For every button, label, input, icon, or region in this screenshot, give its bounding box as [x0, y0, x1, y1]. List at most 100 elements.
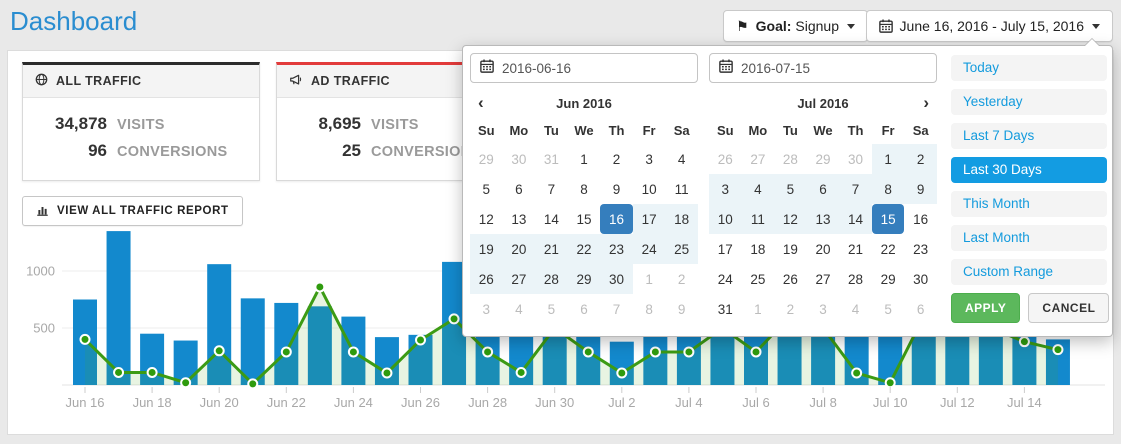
- calendar-day[interactable]: 2: [904, 144, 937, 174]
- calendar-day[interactable]: 26: [470, 264, 503, 294]
- calendar-day[interactable]: 27: [502, 264, 536, 294]
- range-option-last-7-days[interactable]: Last 7 Days: [951, 123, 1107, 149]
- calendar-day[interactable]: 2: [612, 151, 621, 167]
- apply-button[interactable]: APPLY: [951, 293, 1021, 323]
- calendar-day[interactable]: 14: [543, 211, 559, 227]
- calendar-day[interactable]: 6: [916, 301, 925, 317]
- calendar-day[interactable]: 1: [580, 151, 588, 167]
- calendar-day[interactable]: 19: [470, 234, 503, 264]
- calendar-day[interactable]: 30: [511, 151, 527, 167]
- calendar-day[interactable]: 11: [741, 204, 775, 234]
- calendar-day[interactable]: 3: [482, 301, 491, 317]
- calendar-day[interactable]: 25: [750, 271, 766, 287]
- calendar-day[interactable]: 8: [871, 174, 905, 204]
- calendar-day[interactable]: 6: [515, 181, 523, 197]
- calendar-day[interactable]: 22: [880, 241, 896, 257]
- calendar-day[interactable]: 29: [880, 271, 896, 287]
- range-option-last-30-days[interactable]: Last 30 Days: [951, 157, 1107, 183]
- next-month-icon[interactable]: ›: [923, 93, 929, 112]
- calendar-day[interactable]: 1: [871, 144, 905, 174]
- calendar-day[interactable]: 3: [709, 174, 742, 204]
- calendar-day[interactable]: 5: [482, 181, 491, 197]
- range-option-today[interactable]: Today: [951, 55, 1107, 81]
- cancel-button[interactable]: CANCEL: [1028, 293, 1110, 323]
- calendar-day[interactable]: 1: [645, 271, 653, 287]
- date-range-button[interactable]: June 16, 2016 - July 15, 2016: [865, 10, 1113, 42]
- calendar-day[interactable]: 9: [612, 181, 621, 197]
- calendar-day[interactable]: 28: [848, 271, 864, 287]
- calendar-day[interactable]: 29: [567, 264, 601, 294]
- calendar-day[interactable]: 21: [848, 241, 864, 257]
- calendar-day[interactable]: 30: [848, 151, 864, 167]
- calendar-day[interactable]: 27: [750, 151, 766, 167]
- range-option-yesterday[interactable]: Yesterday: [951, 89, 1107, 115]
- calendar-day[interactable]: 27: [815, 271, 831, 287]
- calendar-day[interactable]: 28: [782, 151, 798, 167]
- calendar-day[interactable]: 4: [741, 174, 775, 204]
- calendar-day[interactable]: 7: [839, 174, 872, 204]
- start-date-field[interactable]: [470, 53, 698, 83]
- calendar-day[interactable]: 18: [665, 204, 698, 234]
- range-option-custom-range[interactable]: Custom Range: [951, 259, 1107, 285]
- range-option-this-month[interactable]: This Month: [951, 191, 1107, 217]
- calendar-day[interactable]: 24: [632, 234, 666, 264]
- calendar-day[interactable]: 19: [782, 241, 798, 257]
- calendar-day[interactable]: 10: [709, 204, 742, 234]
- prev-month-icon[interactable]: ‹: [478, 93, 484, 112]
- calendar-day[interactable]: 2: [677, 271, 686, 287]
- calendar-day[interactable]: 12: [774, 204, 807, 234]
- calendar-day[interactable]: 24: [717, 271, 733, 287]
- calendar-day[interactable]: 4: [851, 301, 860, 317]
- calendar-day[interactable]: 26: [717, 151, 733, 167]
- end-date-field[interactable]: [709, 53, 937, 83]
- calendar-day[interactable]: 6: [580, 301, 588, 317]
- goal-dropdown-button[interactable]: ⚑ Goal: Signup: [723, 10, 868, 42]
- calendar-day[interactable]: 30: [600, 264, 633, 294]
- calendar-day[interactable]: 6: [806, 174, 840, 204]
- calendar-day[interactable]: 14: [839, 204, 872, 234]
- calendar-day[interactable]: 26: [782, 271, 798, 287]
- calendar-day[interactable]: 17: [632, 204, 666, 234]
- range-option-last-month[interactable]: Last Month: [951, 225, 1107, 251]
- calendar-day[interactable]: 31: [543, 151, 559, 167]
- calendar-day[interactable]: 23: [913, 241, 929, 257]
- calendar-day[interactable]: 11: [674, 181, 689, 197]
- end-date-input[interactable]: [741, 60, 927, 76]
- calendar-day[interactable]: 25: [665, 234, 698, 264]
- calendar-day[interactable]: 28: [535, 264, 568, 294]
- calendar-day[interactable]: 8: [580, 181, 588, 197]
- calendar-day[interactable]: 1: [754, 301, 762, 317]
- calendar-day[interactable]: 22: [567, 234, 601, 264]
- calendar-day[interactable]: 10: [641, 181, 657, 197]
- calendar-day[interactable]: 5: [884, 301, 892, 317]
- calendar-day[interactable]: 31: [717, 301, 733, 317]
- calendar-day[interactable]: 2: [786, 301, 795, 317]
- view-all-traffic-report-button[interactable]: VIEW ALL TRAFFIC REPORT: [22, 196, 243, 226]
- calendar-day[interactable]: 18: [750, 241, 766, 257]
- calendar-day[interactable]: 29: [478, 151, 494, 167]
- calendar-day[interactable]: 5: [774, 174, 807, 204]
- calendar-day[interactable]: 13: [511, 211, 527, 227]
- calendar-day[interactable]: 15: [576, 211, 592, 227]
- calendar-day[interactable]: 7: [612, 301, 621, 317]
- calendar-day[interactable]: 8: [645, 301, 653, 317]
- calendar-day[interactable]: 20: [502, 234, 536, 264]
- calendar-day[interactable]: 7: [547, 181, 556, 197]
- calendar-day[interactable]: 12: [478, 211, 494, 227]
- calendar-day[interactable]: 30: [913, 271, 929, 287]
- calendar-day[interactable]: 29: [815, 151, 831, 167]
- calendar-day[interactable]: 4: [677, 151, 686, 167]
- calendar-day[interactable]: 3: [645, 151, 653, 167]
- calendar-day[interactable]: 15: [871, 204, 905, 234]
- calendar-day[interactable]: 16: [913, 211, 929, 227]
- calendar-day[interactable]: 9: [904, 174, 937, 204]
- calendar-day[interactable]: 23: [600, 234, 633, 264]
- calendar-day[interactable]: 13: [806, 204, 840, 234]
- calendar-day[interactable]: 3: [819, 301, 827, 317]
- calendar-day[interactable]: 16: [600, 204, 633, 234]
- calendar-day[interactable]: 17: [717, 241, 733, 257]
- calendar-day[interactable]: 9: [677, 301, 686, 317]
- calendar-day[interactable]: 5: [547, 301, 556, 317]
- calendar-day[interactable]: 4: [515, 301, 523, 317]
- start-date-input[interactable]: [502, 60, 688, 76]
